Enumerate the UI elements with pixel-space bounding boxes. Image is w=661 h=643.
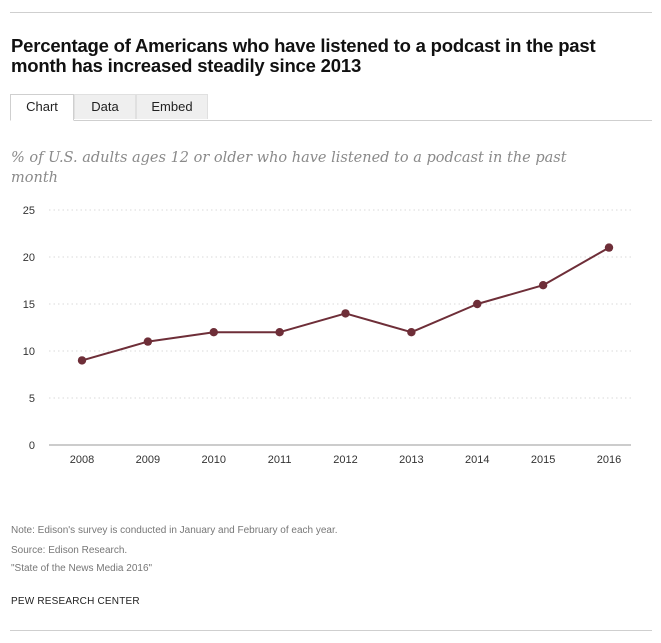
x-tick-label-2015: 2015 — [531, 454, 555, 466]
data-point-2011 — [275, 328, 284, 337]
x-tick-label-2008: 2008 — [70, 454, 94, 466]
data-point-2015 — [538, 281, 548, 290]
y-tick-label-10: 10 — [23, 346, 35, 358]
bottom-divider — [10, 630, 652, 631]
data-point-2012 — [341, 309, 350, 318]
data-point-2008 — [77, 356, 87, 365]
brand-name: PEW RESEARCH CENTER — [11, 596, 140, 607]
y-tick-label-15: 15 — [23, 299, 35, 311]
tab-bar: Chart Data Embed — [10, 94, 652, 121]
series-line-0 — [81, 246, 610, 362]
line-chart: 0 5 10 15 20 25 2008 2009 2010 2011 2012 2013 2014 20… — [23, 205, 631, 466]
data-point-2013 — [407, 328, 416, 337]
footnote-report: "State of the News Media 2016" — [11, 563, 153, 574]
y-tick-label-5: 5 — [29, 393, 35, 405]
tab-chart[interactable]: Chart — [10, 94, 74, 121]
tab-data[interactable]: Data — [74, 94, 136, 119]
data-point-2009 — [143, 337, 153, 346]
y-tick-label-20: 20 — [23, 252, 35, 264]
footnote-note: Note: Edison's survey is conducted in Ja… — [11, 525, 338, 536]
chart-subtitle: % of U.S. adults ages 12 or older who ha… — [11, 150, 567, 186]
top-divider — [10, 12, 652, 13]
y-tick-label-25: 25 — [23, 205, 35, 217]
y-tick-label-0: 0 — [29, 440, 35, 452]
x-tick-label-2011: 2011 — [268, 454, 292, 466]
x-tick-label-2010: 2010 — [202, 454, 226, 466]
x-tick-label-2016: 2016 — [597, 454, 621, 466]
x-tick-label-2013: 2013 — [399, 454, 423, 466]
data-point-2010 — [209, 328, 218, 337]
data-point-2014 — [473, 299, 482, 309]
tab-embed[interactable]: Embed — [136, 94, 208, 119]
data-point-2016 — [604, 243, 614, 252]
x-tick-label-2012: 2012 — [333, 454, 357, 466]
chart-title: Percentage of Americans who have listene… — [11, 35, 596, 76]
x-tick-label-2014: 2014 — [465, 454, 489, 466]
footnote-source: Source: Edison Research. — [11, 545, 128, 556]
x-tick-label-2009: 2009 — [136, 454, 160, 466]
